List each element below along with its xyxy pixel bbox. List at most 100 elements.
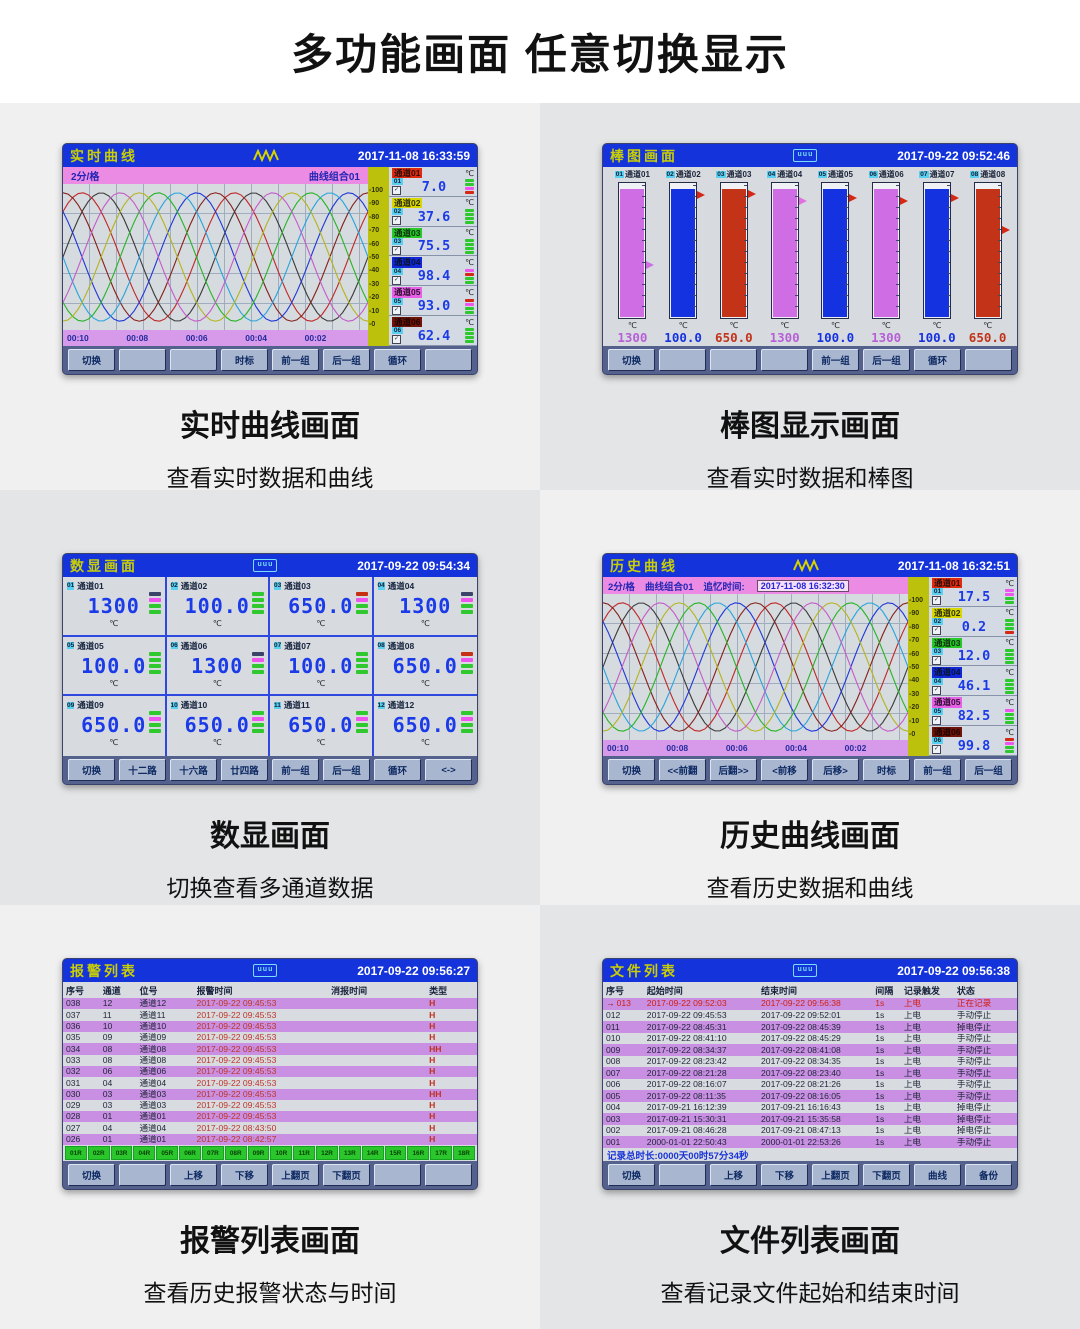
file-row[interactable]: 004 2017-09-21 16:12:39 2017-09-21 16:16:4… xyxy=(606,1103,992,1112)
alarm-row[interactable]: 036 10 通道10 2017-09-22 09:45:53 H xyxy=(63,1020,477,1032)
panel-button[interactable]: . xyxy=(710,349,757,371)
panel-button[interactable]: 备份 xyxy=(965,1164,1012,1186)
alarm-relay-cell[interactable]: 03R xyxy=(110,1146,133,1160)
panel-button[interactable]: 上翻页 xyxy=(272,1164,319,1186)
panel-button[interactable]: 时标 xyxy=(221,349,268,371)
panel-button[interactable]: . xyxy=(119,349,166,371)
alarm-relay-cell[interactable]: 04R xyxy=(133,1146,156,1160)
alarm-row[interactable]: 028 01 通道01 2017-09-22 09:45:53 H xyxy=(63,1111,477,1123)
file-row[interactable]: 008 2017-09-22 08:23:42 2017-09-22 08:34:3… xyxy=(606,1057,992,1066)
file-row[interactable]: 009 2017-09-22 08:34:37 2017-09-22 08:41:0… xyxy=(603,1044,1017,1056)
panel-button[interactable]: 循环 xyxy=(914,349,961,371)
panel-button[interactable]: 廿四路 xyxy=(221,759,268,781)
file-row[interactable]: 010 2017-09-22 08:41:10 2017-09-22 08:45:2… xyxy=(606,1034,992,1043)
panel-button[interactable]: 后一组 xyxy=(323,349,370,371)
channel-checkbox[interactable]: ✓ xyxy=(932,715,941,725)
alarm-relay-cell[interactable]: 13R xyxy=(338,1146,361,1160)
file-row[interactable]: → 013 2017-09-22 09:52:03 2017-09-22 09:56:… xyxy=(603,998,1017,1010)
panel-button[interactable]: 曲线 xyxy=(914,1164,961,1186)
alarm-relay-cell[interactable]: 12R xyxy=(316,1146,338,1160)
file-row[interactable]: 012 2017-09-22 09:45:53 2017-09-22 09:52:0… xyxy=(606,1011,992,1020)
alarm-relay-cell[interactable]: 06R xyxy=(179,1146,201,1160)
panel-button[interactable]: . xyxy=(965,349,1012,371)
panel-button[interactable]: . xyxy=(659,1164,706,1186)
panel-button[interactable]: 切换 xyxy=(608,349,655,371)
panel-button[interactable]: <<前翻 xyxy=(659,759,706,781)
channel-checkbox[interactable]: ✓ xyxy=(932,596,941,606)
panel-button[interactable]: 后移> xyxy=(812,759,859,781)
alarm-relay-cell[interactable]: 02R xyxy=(87,1146,110,1160)
alarm-row[interactable]: 033 08 通道08 2017-09-22 09:45:53 H xyxy=(66,1055,436,1065)
alarm-relay-cell[interactable]: 14R xyxy=(361,1146,384,1160)
panel-button[interactable]: 时标 xyxy=(863,759,910,781)
alarm-relay-cell[interactable]: 09R xyxy=(247,1146,270,1160)
file-row[interactable]: 003 2017-09-21 15:30:31 2017-09-21 15:35:5… xyxy=(603,1113,1017,1125)
panel-button[interactable]: 下翻页 xyxy=(323,1164,370,1186)
alarm-relay-cell[interactable]: 07R xyxy=(201,1146,224,1160)
panel-button[interactable]: <前移 xyxy=(761,759,808,781)
panel-button[interactable]: . xyxy=(425,1164,472,1186)
alarm-relay-cell[interactable]: 17R xyxy=(430,1146,453,1160)
panel-button[interactable]: 后翻>> xyxy=(710,759,757,781)
alarm-row[interactable]: 037 11 通道11 2017-09-22 09:45:53 H xyxy=(66,1010,436,1020)
alarm-relay-cell[interactable]: 08R xyxy=(224,1146,247,1160)
panel-button[interactable]: . xyxy=(659,349,706,371)
panel-button[interactable]: 后一组 xyxy=(323,759,370,781)
alarm-relay-cell[interactable]: 10R xyxy=(270,1146,293,1160)
alarm-row[interactable]: 030 03 通道03 2017-09-22 09:45:53 HH xyxy=(63,1088,477,1100)
channel-checkbox[interactable]: ✓ xyxy=(392,216,401,226)
alarm-relay-cell[interactable]: 16R xyxy=(407,1146,430,1160)
panel-button[interactable]: 前一组 xyxy=(812,349,859,371)
panel-button[interactable]: 后一组 xyxy=(965,759,1012,781)
panel-button[interactable]: 后一组 xyxy=(863,349,910,371)
file-row[interactable]: 005 2017-09-22 08:11:35 2017-09-22 08:16:0… xyxy=(603,1090,1017,1102)
channel-checkbox[interactable]: ✓ xyxy=(392,305,401,315)
panel-button[interactable]: . xyxy=(170,349,217,371)
panel-button[interactable]: 切换 xyxy=(68,1164,115,1186)
channel-checkbox[interactable]: ✓ xyxy=(932,626,941,636)
panel-button[interactable]: 前一组 xyxy=(272,349,319,371)
alarm-relay-cell[interactable]: 11R xyxy=(293,1146,316,1160)
alarm-relay-cell[interactable]: 05R xyxy=(156,1146,179,1160)
file-row[interactable]: 011 2017-09-22 08:45:31 2017-09-22 08:45:3… xyxy=(603,1021,1017,1033)
panel-button[interactable]: 切换 xyxy=(68,349,115,371)
panel-button[interactable]: 下翻页 xyxy=(863,1164,910,1186)
panel-button[interactable]: 切换 xyxy=(68,759,115,781)
file-row[interactable]: 002 2017-09-21 08:46:28 2017-09-21 08:47:1… xyxy=(606,1126,992,1135)
panel-button[interactable]: <-> xyxy=(425,759,472,781)
alarm-row[interactable]: 032 06 通道06 2017-09-22 09:45:53 H xyxy=(63,1065,477,1078)
panel-button[interactable]: . xyxy=(119,1164,166,1186)
panel-button[interactable]: 十六路 xyxy=(170,759,217,781)
alarm-relay-cell[interactable]: 15R xyxy=(384,1146,407,1160)
panel-button[interactable]: 十二路 xyxy=(119,759,166,781)
file-row[interactable]: 007 2017-09-22 08:21:28 2017-09-22 08:23:4… xyxy=(603,1067,1017,1079)
panel-button[interactable]: 下移 xyxy=(221,1164,268,1186)
alarm-relay-cell[interactable]: 18R xyxy=(453,1146,475,1160)
channel-checkbox[interactable]: ✓ xyxy=(392,335,401,345)
alarm-row[interactable]: 031 04 通道04 2017-09-22 09:45:53 H xyxy=(66,1078,436,1088)
panel-button[interactable]: 下移 xyxy=(761,1164,808,1186)
panel-button[interactable]: . xyxy=(425,349,472,371)
alarm-row[interactable]: 035 09 通道09 2017-09-22 09:45:53 H xyxy=(66,1033,436,1042)
panel-button[interactable]: 切换 xyxy=(608,1164,655,1186)
alarm-relay-cell[interactable]: 01R xyxy=(65,1146,87,1160)
alarm-row[interactable]: 026 01 通道01 2017-09-22 08:42:57 H xyxy=(63,1133,477,1146)
channel-checkbox[interactable]: ✓ xyxy=(392,275,401,285)
panel-button[interactable]: 切换 xyxy=(608,759,655,781)
alarm-row[interactable]: 027 04 通道04 2017-09-22 08:43:50 H xyxy=(66,1123,436,1133)
panel-button[interactable]: . xyxy=(761,349,808,371)
channel-checkbox[interactable]: ✓ xyxy=(392,245,401,255)
panel-button[interactable]: 循环 xyxy=(374,759,421,781)
alarm-row[interactable]: 029 03 通道03 2017-09-22 09:45:53 H xyxy=(66,1101,436,1110)
alarm-row[interactable]: 034 08 通道08 2017-09-22 09:45:53 HH xyxy=(63,1043,477,1055)
panel-button[interactable]: 上移 xyxy=(170,1164,217,1186)
file-row[interactable]: 001 2000-01-01 22:50:43 2000-01-01 22:53:2… xyxy=(603,1136,1017,1148)
alarm-row[interactable]: 038 12 通道12 2017-09-22 09:45:53 H xyxy=(63,998,477,1010)
channel-checkbox[interactable]: ✓ xyxy=(932,745,941,755)
file-row[interactable]: 006 2017-09-22 08:16:07 2017-09-22 08:21:2… xyxy=(606,1080,992,1089)
panel-button[interactable]: 上翻页 xyxy=(812,1164,859,1186)
panel-button[interactable]: . xyxy=(374,1164,421,1186)
channel-checkbox[interactable]: ✓ xyxy=(932,655,941,665)
panel-button[interactable]: 循环 xyxy=(374,349,421,371)
panel-button[interactable]: 前一组 xyxy=(272,759,319,781)
